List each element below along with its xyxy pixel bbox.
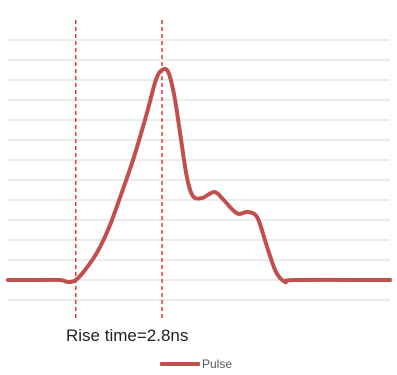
rise-time-markers — [75, 20, 163, 318]
gridlines — [8, 39, 390, 301]
legend: Pulse — [160, 356, 232, 372]
series-line-pulse — [6, 66, 392, 285]
series-layer — [6, 66, 392, 285]
legend-swatch-pulse — [160, 362, 200, 366]
rise-time-annotation: Rise time=2.8ns — [66, 326, 189, 345]
legend-label-pulse: Pulse — [202, 357, 233, 371]
